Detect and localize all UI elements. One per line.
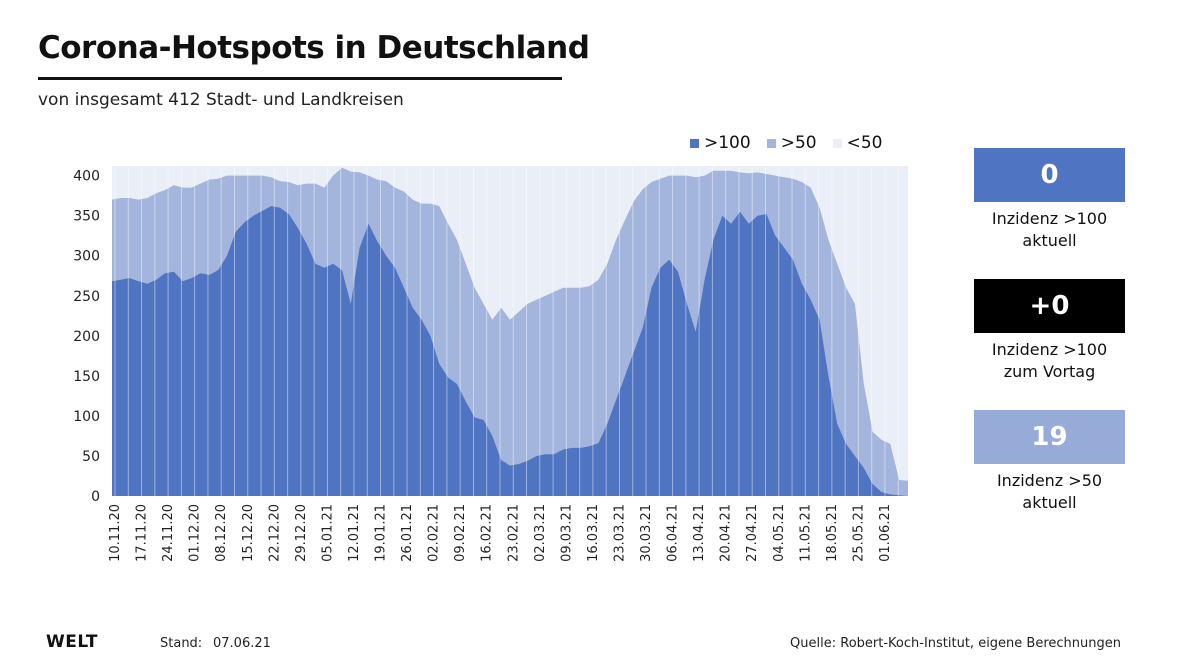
y-tick-label: 400 [73,169,100,185]
x-tick-label: 01.06.21 [878,504,893,562]
kpi-incidence-100-change: +0 Inzidenz >100 zum Vortag [974,279,1125,383]
legend-label-under-50: <50 [846,133,883,153]
y-tick-label: 300 [73,249,100,265]
stand-date: 07.06.21 [213,636,271,651]
x-tick-label: 09.03.21 [559,504,574,562]
kpi-label-line1: Inzidenz >100 [991,340,1108,359]
x-tick-label: 12.01.21 [347,504,362,562]
x-tick-label: 23.02.21 [506,504,521,562]
legend-swatch-under-50 [832,138,842,148]
legend-label-over-100: >100 [704,133,751,153]
y-tick-label: 150 [73,369,100,385]
x-tick-label: 01.12.20 [188,504,203,562]
kpi-label-line1: Inzidenz >100 [991,209,1108,228]
legend-item-over-100: >100 [690,133,751,153]
kpi-value-box: 19 [974,410,1125,464]
stand-label: Stand: [160,636,203,651]
kpi-label: Inzidenz >50 aktuell [974,470,1125,514]
legend-swatch-over-100 [690,138,699,148]
source-note: Quelle: Robert-Koch-Institut, eigene Ber… [790,636,1121,651]
x-tick-label: 16.03.21 [586,504,601,562]
page-subtitle: von insgesamt 412 Stadt- und Landkreisen [38,90,404,110]
page-title: Corona-Hotspots in Deutschland [38,30,590,66]
x-tick-label: 16.02.21 [480,504,495,562]
y-tick-label: 50 [82,449,100,465]
x-tick-label: 22.12.20 [267,504,282,562]
kpi-label-line2: aktuell [1022,493,1077,512]
chart-legend: >100 >50 <50 [690,133,882,153]
x-tick-label: 18.05.21 [825,504,840,562]
x-tick-label: 06.04.21 [666,504,681,562]
kpi-incidence-50-current: 19 Inzidenz >50 aktuell [974,410,1125,514]
legend-label-over-50: >50 [780,133,817,153]
x-tick-label: 27.04.21 [745,504,760,562]
y-tick-label: 250 [73,289,100,305]
kpi-label: Inzidenz >100 zum Vortag [974,339,1125,383]
kpi-value-box: 0 [974,148,1125,202]
kpi-label-line2: aktuell [1022,231,1077,250]
x-tick-label: 02.03.21 [533,504,548,562]
title-underline [38,77,562,80]
x-tick-label: 23.03.21 [612,504,627,562]
x-tick-label: 11.05.21 [798,504,813,562]
y-tick-label: 0 [91,489,100,505]
y-tick-label: 350 [73,209,100,225]
kpi-incidence-100-current: 0 Inzidenz >100 aktuell [974,148,1125,252]
x-tick-label: 13.04.21 [692,504,707,562]
kpi-value-box: +0 [974,279,1125,333]
x-tick-label: 02.02.21 [427,504,442,562]
series-area-over-100 [112,206,908,496]
y-tick-label: 100 [73,409,100,425]
x-tick-label: 19.01.21 [374,504,389,562]
x-tick-label: 20.04.21 [719,504,734,562]
x-tick-label: 25.05.21 [851,504,866,562]
legend-swatch-over-50 [766,138,776,148]
x-tick-label: 04.05.21 [772,504,787,562]
x-tick-label: 05.01.21 [320,504,335,562]
x-tick-label: 08.12.20 [214,504,229,562]
x-tick-label: 10.11.20 [108,504,123,562]
x-tick-label: 24.11.20 [161,504,176,562]
x-tick-label: 30.03.21 [639,504,654,562]
x-tick-label: 26.01.21 [400,504,415,562]
kpi-label-line2: zum Vortag [1003,362,1096,381]
x-tick-label: 09.02.21 [453,504,468,562]
x-tick-label: 15.12.20 [241,504,256,562]
x-tick-label: 17.11.20 [135,504,150,562]
legend-item-under-50: <50 [832,133,883,153]
legend-item-over-50: >50 [766,133,817,153]
kpi-label-line1: Inzidenz >50 [996,471,1103,490]
welt-logo: WELT [46,632,98,652]
x-tick-label: 29.12.20 [294,504,309,562]
y-tick-label: 200 [73,329,100,345]
kpi-label: Inzidenz >100 aktuell [974,208,1125,252]
